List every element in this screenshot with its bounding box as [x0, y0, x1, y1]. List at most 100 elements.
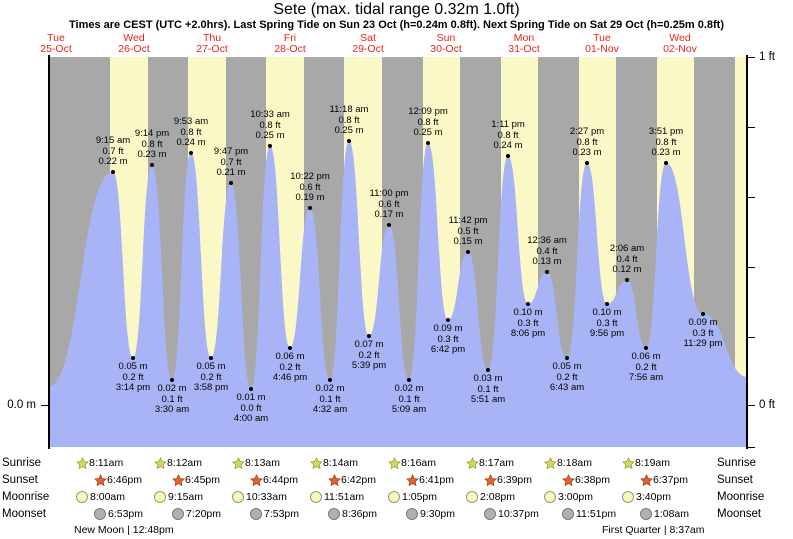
astro-time: 8:18am: [557, 457, 593, 469]
tide-label-line-1: 0.8 ft: [141, 138, 163, 150]
astro-table: Sunrise Sunrise 8:11am 8:12am 8:13am 8:14am 8:…: [0, 452, 793, 539]
tide-label-l11: 0.10 m 0.3 ft 8:06 pm: [495, 307, 561, 340]
day-date: 28-Oct: [274, 43, 306, 55]
tide-label-line-2: 0.24 m: [493, 140, 523, 151]
sunset-star-icon: [484, 473, 497, 486]
astro-time: 11:51am: [324, 491, 365, 503]
tide-label-line-1: 0.2 ft: [279, 361, 301, 373]
astro-row-label-right-moonrise: Moonrise: [717, 491, 765, 503]
astro-row-label-left-sunrise: Sunrise: [2, 457, 41, 469]
tide-label-line-0: 10:33 am: [250, 109, 290, 120]
tide-label-line-0: 0.09 m: [688, 317, 718, 328]
astro-time: 3:00pm: [558, 491, 594, 503]
astro-cell-moonrise-5: 2:08pm: [466, 489, 515, 506]
astro-time: 8:00am: [90, 491, 126, 503]
tide-label-line-1: 0.1 ft: [319, 393, 341, 405]
astro-cell-moonrise-0: 8:00am: [76, 489, 125, 506]
tide-label-line-2: 3:58 pm: [193, 382, 229, 393]
astro-time: 1:08am: [654, 508, 690, 520]
tide-label-h5: 10:33 am 0.8 ft 0.25 m: [237, 109, 303, 142]
tide-label-line-0: 0.05 m: [196, 361, 226, 372]
tide-label-line-0: 0.02 m: [394, 383, 424, 394]
astro-cell-sunrise-7: 8:19am: [622, 455, 670, 472]
tide-label-line-1: 0.8 ft: [259, 119, 281, 131]
day-label-29-oct: Sat 29-Oct: [329, 33, 407, 55]
tide-label-l1: 0.05 m 0.2 ft 3:14 pm: [100, 361, 166, 394]
moon-phase-1: First Quarter | 8:37am: [602, 524, 705, 536]
astro-time: 6:38pm: [575, 474, 611, 486]
tide-label-l7: 0.07 m 0.2 ft 5:39 pm: [336, 339, 402, 372]
astro-cell-moonrise-6: 3:00pm: [544, 489, 593, 506]
astro-cell-moonset-0: 6:53pm: [94, 506, 143, 523]
tide-point-h1: [111, 170, 115, 174]
sunset-star-icon: [406, 473, 419, 486]
sunset-star-icon: [172, 473, 185, 486]
astro-time: 6:46pm: [107, 474, 143, 486]
tide-label-line-1: 0.2 ft: [635, 361, 657, 373]
tide-point-l2: [170, 378, 174, 382]
tide-label-line-1: 0.2 ft: [556, 371, 578, 383]
astro-time: 6:41pm: [419, 474, 455, 486]
tide-label-line-0: 0.03 m: [473, 373, 503, 384]
tide-label-line-2: 0.21 m: [216, 167, 246, 178]
day-label-28-oct: Fri 28-Oct: [251, 33, 329, 55]
tide-label-line-1: 0.8 ft: [338, 114, 360, 126]
tide-point-h12: [545, 270, 549, 274]
astro-time: 8:14am: [323, 457, 359, 469]
tide-label-line-0: 2:27 pm: [569, 126, 605, 137]
tide-label-line-1: 0.8 ft: [655, 136, 677, 148]
y-axis-label-right-0: 1 ft: [759, 51, 775, 63]
y-axis-label-right-1: 0 ft: [759, 399, 775, 411]
astro-cell-sunset-5: 6:39pm: [484, 472, 532, 489]
tide-label-h1: 9:15 am 0.7 ft 0.22 m: [80, 135, 146, 168]
sunrise-star-icon: [154, 456, 167, 469]
sunrise-star-icon: [622, 456, 635, 469]
tide-label-h6: 10:22 pm 0.6 ft 0.19 m: [277, 171, 343, 204]
tide-label-line-0: 11:00 pm: [369, 188, 409, 199]
tide-point-l12: [565, 356, 569, 360]
day-of-week: Sat: [360, 32, 376, 44]
moonrise-icon: [310, 491, 322, 504]
tide-label-line-0: 9:15 am: [95, 135, 131, 146]
tide-label-line-2: 0.23 m: [137, 149, 167, 160]
tide-label-line-1: 0.7 ft: [102, 145, 124, 157]
y-tick-right-5: [748, 405, 755, 406]
astro-time: 6:44pm: [263, 474, 299, 486]
astro-time: 6:39pm: [497, 474, 533, 486]
tide-label-line-2: 0.23 m: [572, 147, 602, 158]
y-axis-right: [746, 55, 748, 449]
tide-label-line-0: 0.05 m: [552, 361, 582, 372]
day-of-week: Sun: [436, 32, 456, 44]
tide-label-line-2: 11:29 pm: [683, 338, 723, 349]
tide-label-line-0: 0.07 m: [354, 339, 384, 350]
tide-label-line-0: 1:11 pm: [491, 119, 525, 130]
tide-label-line-2: 9:56 pm: [589, 328, 625, 339]
astro-time: 8:36pm: [342, 508, 378, 520]
moonrise-icon: [388, 491, 400, 504]
tide-label-line-1: 0.0 ft: [240, 402, 262, 414]
tide-label-line-2: 0.17 m: [374, 209, 404, 220]
day-date: 30-Oct: [430, 43, 462, 55]
tide-point-h10: [466, 250, 470, 254]
astro-time: 8:16am: [401, 457, 437, 469]
astro-cell-moonset-2: 7:53pm: [250, 506, 299, 523]
tide-label-line-1: 0.4 ft: [536, 245, 558, 257]
tide-label-line-2: 0.25 m: [413, 127, 443, 138]
astro-cell-sunrise-3: 8:14am: [310, 455, 358, 472]
astro-cell-sunrise-1: 8:12am: [154, 455, 202, 472]
tide-label-h10: 11:42 pm 0.5 ft 0.15 m: [435, 215, 501, 248]
day-label-25-oct: Tue 25-Oct: [17, 33, 95, 55]
y-tick-right-1: [748, 127, 755, 128]
tide-label-l3: 0.05 m 0.2 ft 3:58 pm: [178, 361, 244, 394]
tide-label-line-1: 0.1 ft: [161, 393, 183, 405]
tide-label-line-1: 0.8 ft: [497, 129, 519, 141]
tide-label-h4: 9:47 pm 0.7 ft 0.21 m: [198, 146, 264, 179]
tide-label-h12: 12:36 am 0.4 ft 0.13 m: [514, 235, 580, 268]
tide-label-line-0: 0.10 m: [592, 307, 622, 318]
day-label-26-oct: Wed 26-Oct: [95, 33, 173, 55]
moonset-icon: [640, 508, 652, 521]
tide-label-line-2: 7:56 am: [628, 372, 664, 383]
tide-label-l8: 0.02 m 0.1 ft 5:09 am: [376, 383, 442, 416]
tide-point-l13: [605, 302, 609, 306]
astro-time: 7:20pm: [186, 508, 222, 520]
